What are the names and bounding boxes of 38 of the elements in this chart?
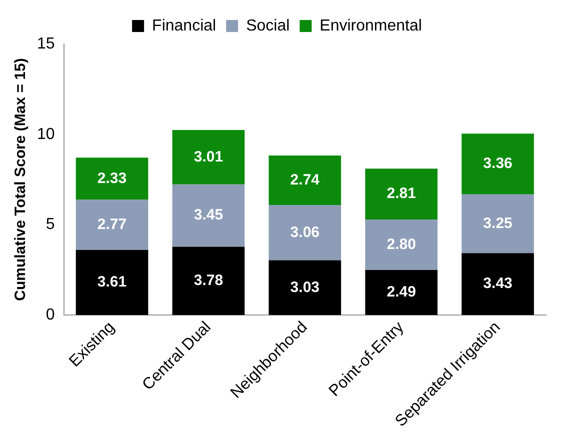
- y-tick-label: 15: [37, 35, 55, 52]
- y-axis-title: Cumulative Total Score (Max = 15): [12, 58, 30, 301]
- data-label: 3.78: [194, 272, 224, 290]
- data-label: 3.06: [290, 224, 320, 241]
- data-label: 3.36: [483, 155, 512, 172]
- bar: [365, 270, 438, 316]
- data-label: 3.03: [290, 278, 320, 296]
- data-label: 3.25: [483, 214, 512, 232]
- bar: [268, 155, 342, 206]
- bar: [268, 205, 342, 260]
- bar: [76, 200, 148, 250]
- y-tick-label: 10: [37, 126, 55, 143]
- data-label: 2.77: [97, 216, 127, 233]
- data-label: 3.43: [483, 275, 512, 292]
- data-label: 2.74: [290, 171, 320, 188]
- legend-label: Environmental: [320, 17, 422, 34]
- data-label: 3.61: [97, 274, 127, 291]
- bar: [462, 253, 534, 316]
- data-label: 3.01: [194, 148, 224, 166]
- data-label: 3.45: [194, 206, 224, 224]
- data-label: 2.49: [386, 284, 416, 301]
- bar: [462, 134, 534, 194]
- bar: [172, 246, 245, 316]
- legend-label: Social: [246, 17, 290, 34]
- bar: [76, 158, 148, 200]
- bar: [172, 184, 245, 247]
- bar: [76, 250, 148, 316]
- data-label: 2.33: [97, 170, 127, 187]
- data-label: 2.80: [386, 236, 416, 253]
- data-label: 2.81: [386, 185, 416, 202]
- bar: [462, 194, 534, 254]
- legend-label: Financial: [152, 17, 216, 34]
- bar: [268, 260, 342, 316]
- bar: [172, 130, 245, 184]
- y-tick-label: 5: [46, 216, 55, 234]
- y-tick-label: 0: [46, 306, 55, 324]
- bar: [365, 168, 438, 220]
- bar: [365, 219, 438, 270]
